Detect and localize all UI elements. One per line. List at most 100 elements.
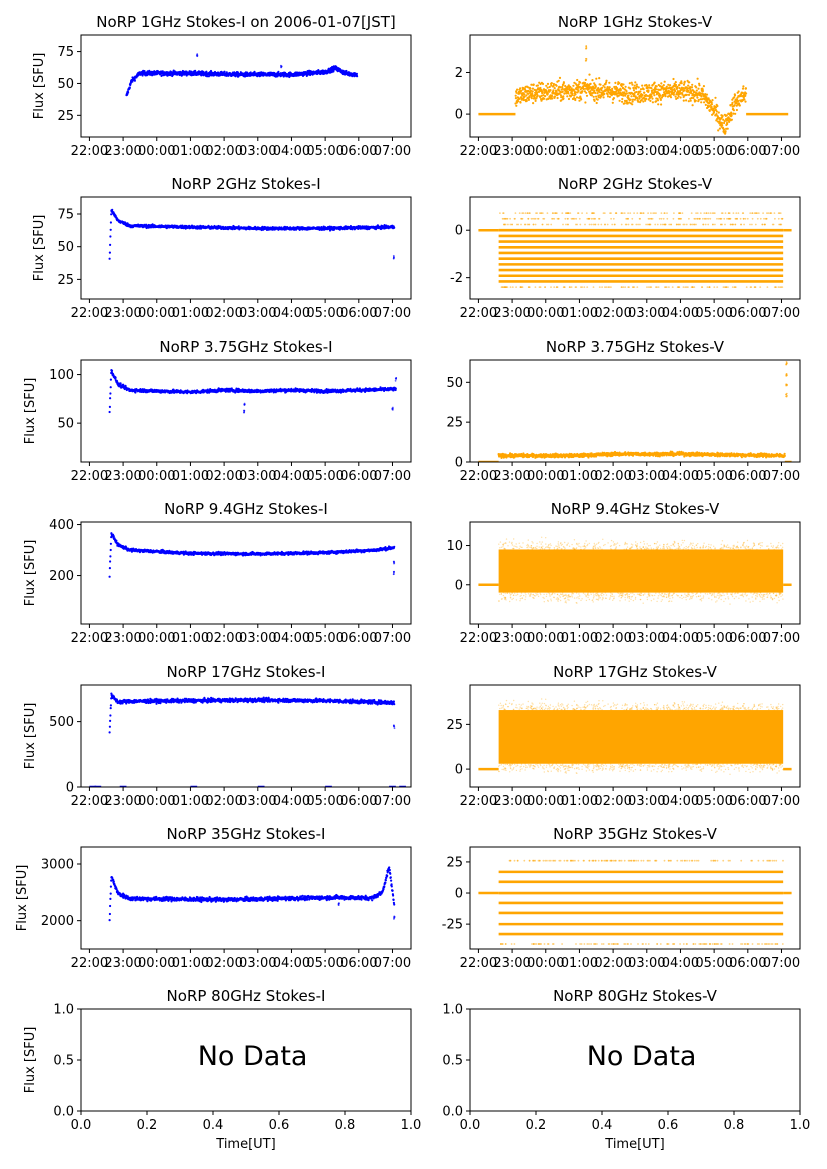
data-point: [726, 217, 728, 220]
data-point: [602, 212, 605, 215]
data-point: [621, 212, 624, 215]
data-point: [628, 82, 631, 85]
data-point: [720, 121, 724, 125]
data-point: [618, 82, 621, 85]
data-point: [668, 286, 670, 288]
x-tick-label: 02:00: [205, 144, 242, 159]
data-point: [745, 286, 748, 288]
data-point: [108, 405, 111, 408]
data-point: [737, 212, 740, 215]
data-point: [717, 129, 720, 132]
data-point: [592, 212, 594, 215]
data-point: [660, 103, 663, 106]
data-point: [707, 212, 710, 215]
data-point: [687, 286, 689, 288]
data-point: [561, 87, 564, 90]
data-point: [630, 95, 633, 98]
data-point: [594, 91, 597, 95]
x-tick-label: 03:00: [628, 144, 665, 159]
data-point: [519, 87, 522, 90]
data-point: [502, 212, 504, 215]
data-point: [632, 89, 636, 92]
data-point: [534, 286, 537, 288]
data-point: [744, 100, 747, 103]
x-tick-label: 00:00: [138, 144, 175, 159]
data-point: [585, 45, 588, 47]
data-point: [657, 103, 660, 106]
data-point: [566, 217, 569, 220]
data-point: [682, 87, 685, 90]
data-point: [356, 75, 359, 78]
data-point: [710, 103, 714, 106]
data-point: [738, 104, 741, 107]
data-point: [691, 223, 694, 226]
data-point: [655, 85, 658, 88]
data-point: [504, 223, 507, 226]
data-point: [734, 112, 737, 115]
data-point: [527, 286, 530, 288]
data-point: [522, 212, 525, 215]
data-point: [527, 92, 530, 95]
data-point: [730, 118, 734, 121]
data-point: [583, 286, 586, 288]
data-point: [541, 90, 544, 93]
data-point: [665, 85, 668, 88]
data-point: [562, 223, 564, 226]
data-point: [601, 86, 604, 89]
data-point: [756, 212, 758, 215]
data-point: [141, 74, 144, 77]
data-point: [650, 95, 653, 98]
data-point: [625, 92, 629, 95]
data-point: [646, 223, 649, 226]
data-point: [541, 82, 545, 85]
data-point: [160, 74, 163, 77]
data-point: [666, 95, 670, 98]
data-point: [779, 223, 782, 226]
x-tick-label: 07:00: [374, 306, 411, 321]
data-point: [660, 212, 663, 215]
data-point: [737, 90, 740, 93]
data-point: [599, 83, 602, 86]
data-point: [605, 286, 608, 288]
data-point: [674, 83, 678, 87]
data-point: [572, 84, 575, 87]
x-tick-label: 07:00: [763, 144, 800, 159]
data-point: [531, 92, 534, 95]
data-point: [637, 223, 639, 226]
data-point: [598, 77, 601, 80]
data-point: [622, 83, 625, 86]
y-tick-label: 50: [57, 77, 74, 92]
series-points: [478, 212, 792, 288]
data-point: [693, 286, 696, 288]
data-point: [536, 94, 539, 97]
data-point: [612, 97, 616, 100]
data-point: [133, 79, 136, 82]
data-point: [548, 85, 551, 89]
data-point: [556, 217, 559, 220]
data-point: [636, 212, 639, 215]
data-point: [545, 84, 548, 87]
data-point: [509, 217, 511, 220]
data-point: [575, 96, 579, 99]
data-point: [685, 286, 688, 288]
data-point: [739, 95, 743, 98]
data-point: [524, 223, 526, 226]
data-point: [648, 286, 650, 288]
y-tick-label: 2: [455, 66, 463, 81]
data-point: [732, 212, 735, 215]
data-point: [662, 84, 665, 87]
y-tick-label: 0: [455, 224, 463, 239]
data-point: [653, 212, 656, 215]
data-point: [565, 223, 567, 226]
data-point: [727, 116, 730, 119]
data-point: [658, 217, 661, 220]
data-point: [734, 217, 737, 220]
data-point: [597, 223, 600, 226]
data-point: [572, 217, 575, 220]
data-point: [603, 212, 606, 215]
data-point: [676, 85, 679, 88]
data-point: [687, 89, 690, 92]
data-point: [678, 87, 681, 90]
data-point: [685, 99, 688, 102]
data-point: [537, 90, 541, 93]
